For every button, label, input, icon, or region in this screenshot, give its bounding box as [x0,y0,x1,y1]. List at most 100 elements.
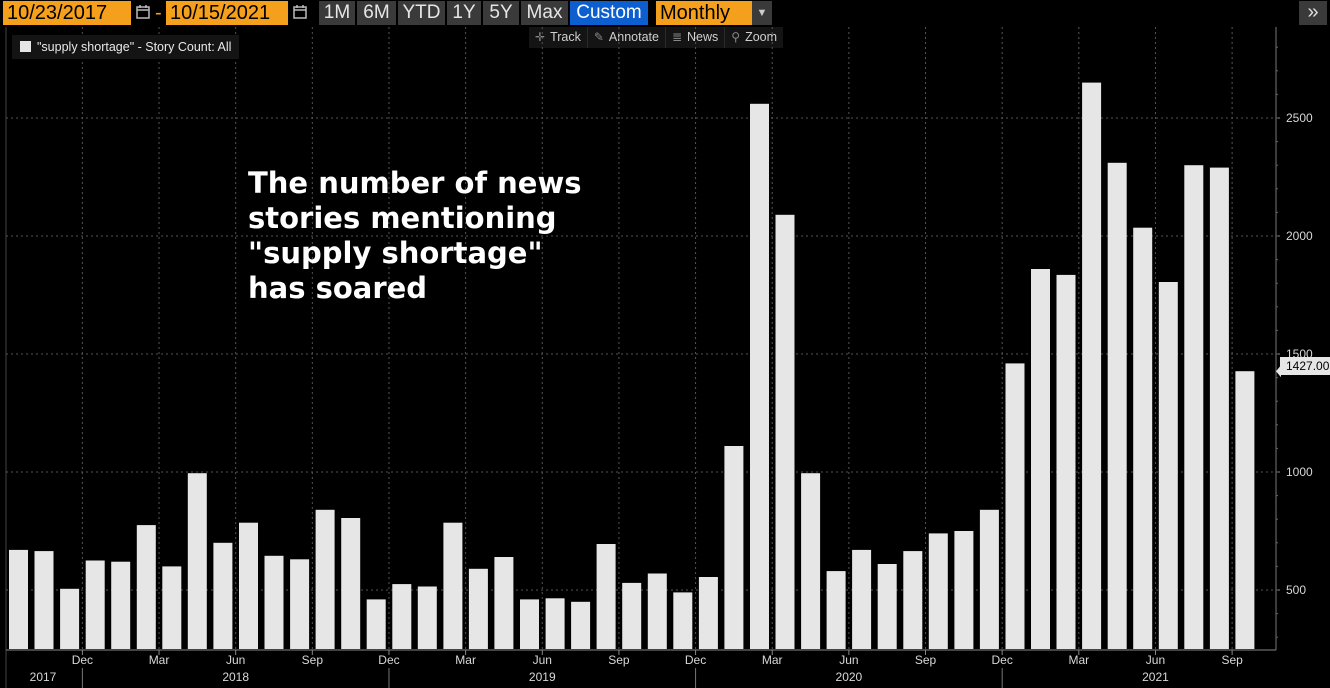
bar [1184,165,1204,649]
chart-annotation: The number of news stories mentioning "s… [248,166,582,305]
bar [1209,167,1229,649]
chevron-down-icon[interactable]: ▼ [752,1,772,25]
bar [826,571,846,649]
bar [1158,282,1178,649]
bar [392,584,412,649]
bar [111,561,131,649]
range-button-custom[interactable]: Custom [570,1,648,25]
news-icon: ≣ [671,30,683,44]
x-tick-label: Sep [302,653,324,667]
bar [520,599,539,649]
x-tick-label: Mar [455,653,476,667]
y-tick-label: 2500 [1286,111,1313,125]
bar [443,522,463,649]
bar [239,522,258,649]
x-tick-label: Mar [149,653,170,667]
x-year-label: 2017 [30,670,57,684]
bar [366,599,386,649]
range-button-1y[interactable]: 1Y [447,1,481,25]
bar [775,214,795,650]
track-label: Track [550,30,581,44]
x-tick-label: Mar [762,653,783,667]
range-button-6m[interactable]: 6M [357,1,396,25]
news-label: News [687,30,719,44]
x-year-label: 2021 [1142,670,1169,684]
bar [213,542,233,649]
bar [647,573,667,649]
bar [673,592,693,649]
bar [9,549,28,649]
x-tick-label: Sep [608,653,630,667]
x-tick-label: Jun [226,653,245,667]
bar [903,551,923,649]
last-value-label: 1427.00 [1280,357,1330,375]
x-tick-label: Dec [72,653,93,667]
bar [1107,162,1127,650]
end-date-field[interactable]: 10/15/2021 [166,1,288,25]
x-year-label: 2019 [529,670,556,684]
bar [468,568,488,649]
chart-tools: ✛ Track ✎ Annotate ≣ News ⚲ Zoom [529,27,784,48]
calendar-icon[interactable] [136,5,150,19]
bar [979,509,999,649]
x-year-label: 2018 [222,670,249,684]
bar [494,557,514,649]
bar [290,559,310,649]
bar [315,509,335,649]
x-tick-label: Jun [839,653,858,667]
legend-label: "supply shortage" - Story Count: All [37,40,232,54]
track-button[interactable]: ✛ Track [529,27,587,48]
range-button-1m[interactable]: 1M [319,1,355,25]
range-button-max[interactable]: Max [521,1,568,25]
legend[interactable]: "supply shortage" - Story Count: All [12,35,240,59]
bar [1082,82,1102,650]
range-button-5y[interactable]: 5Y [483,1,519,25]
bar [341,518,361,649]
expand-button[interactable]: » [1299,1,1327,25]
start-date-field[interactable]: 10/23/2017 [3,1,131,25]
last-value-pointer [1276,365,1281,378]
x-tick-label: Dec [378,653,399,667]
news-button[interactable]: ≣ News [664,27,724,48]
bar [136,525,156,649]
bar [417,586,437,649]
bar [162,566,182,649]
x-tick-label: Mar [1068,653,1089,667]
bar [264,555,284,649]
bar [750,103,769,650]
x-tick-label: Dec [992,653,1013,667]
y-tick-label: 1000 [1286,465,1313,479]
date-separator: - [155,2,162,24]
x-tick-label: Sep [915,653,937,667]
bar [622,582,642,649]
zoom-label: Zoom [745,30,778,44]
bar [877,564,897,649]
bar [60,588,80,649]
y-tick-label: 2000 [1286,229,1313,243]
x-tick-label: Dec [685,653,706,667]
period-select[interactable]: Monthly [656,1,752,25]
bar [571,601,591,649]
annotate-label: Annotate [608,30,659,44]
annotate-button[interactable]: ✎ Annotate [586,27,665,48]
bar [34,551,54,649]
calendar-icon[interactable] [293,5,307,19]
bar [1056,274,1076,649]
bar [928,533,948,649]
zoom-button[interactable]: ⚲ Zoom [724,27,783,48]
bar [801,473,821,649]
x-tick-label: Jun [533,653,552,667]
range-button-ytd[interactable]: YTD [398,1,445,25]
bar [596,544,616,649]
x-tick-label: Sep [1221,653,1243,667]
pen-icon: ✎ [593,30,604,44]
bar [545,598,565,649]
crosshair-icon: ✛ [535,30,546,44]
bar [724,446,744,649]
bar [1235,371,1255,649]
bar [954,531,974,649]
x-tick-label: Jun [1146,653,1165,667]
bar [852,549,872,649]
bar [1005,363,1025,649]
